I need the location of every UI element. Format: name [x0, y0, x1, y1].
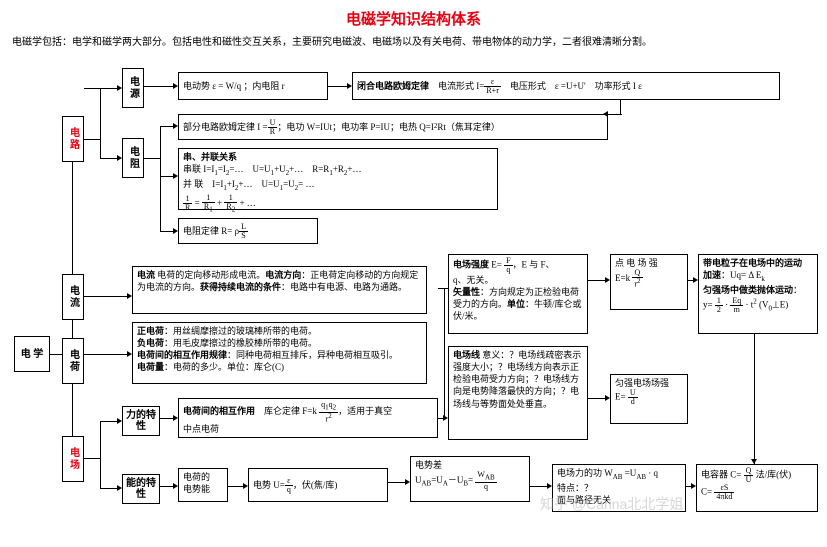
arr: [100, 158, 120, 159]
arr: [84, 88, 120, 89]
arr: [160, 231, 176, 232]
conn: [100, 421, 101, 489]
box-motion: 带电粒子在电场中的运动加速：Uq= Δ Ek匀强场中做类抛体运动：y= 12 ·…: [698, 254, 818, 334]
node-resist: 电阻: [122, 138, 144, 178]
node-root: 电 学: [14, 336, 50, 372]
conn: [50, 354, 62, 355]
box-current-def: 电流 电荷的定向移动形成电流。电流方向：正电荷定向移动的方向规定为电流的方向。获…: [132, 266, 427, 314]
arr: [160, 126, 176, 127]
box-uniform-field: 匀强电场场强E= Ud: [610, 374, 688, 424]
node-current: 电流: [62, 274, 84, 320]
box-point-field: 点 电 场 强E=k Qr2: [610, 254, 688, 310]
box-ohm: 部分电路欧姆定律 I = UR；电功 W=IUt；电功率 P=IU；电热 Q=I…: [178, 114, 608, 140]
arr: [388, 482, 408, 483]
conn: [620, 100, 621, 114]
arr: [100, 488, 120, 489]
conn: [444, 288, 445, 418]
arr: [438, 418, 446, 419]
box-eline: 电场线 意义：？电场线疏密表示强度大小；？电场线方向表示正检验电荷受力方向；？电…: [448, 346, 588, 440]
box-capacitor: 电容器 C= QU 法/库(伏)C= εS4πkd: [696, 464, 818, 512]
arr: [84, 296, 130, 297]
box-pe: 电荷的电势能: [178, 468, 228, 502]
arr: [160, 418, 176, 419]
box-series: 串、并联关系串联 I=I1=I2=… U=U1+U2+… R=R1+R2+…并 …: [178, 148, 498, 210]
conn: [438, 288, 448, 289]
conn: [84, 458, 100, 459]
box-closed-loop: 闭合电路欧姆定律 电流形式 I= εR+r 电压形式 ε =U+U' 功率形式 …: [352, 72, 780, 100]
arr: [754, 454, 755, 462]
conn: [72, 162, 73, 274]
diagram-canvas: 电 学 电路 电流 电荷 电场 电源 电阻 力的特性 能的特性 电动势 ε = …: [0, 56, 827, 546]
node-force-prop: 力的特性: [122, 406, 160, 436]
arr: [588, 398, 608, 399]
node-source: 电源: [122, 68, 144, 108]
arr: [530, 486, 550, 487]
arr: [144, 86, 176, 87]
node-field: 电场: [62, 436, 84, 482]
conn: [608, 114, 622, 115]
node-energy-prop: 能的特性: [122, 474, 160, 504]
node-circuit: 电路: [62, 116, 84, 162]
box-coulomb: 电荷间的相互作用 库仑定律 F=k q1q2r2，适用于真空中点电荷: [178, 398, 438, 438]
arr: [84, 354, 130, 355]
watermark: 知乎 @Carina北北学姐: [540, 494, 683, 514]
arr: [588, 280, 608, 281]
arr: [328, 86, 350, 87]
arr: [686, 486, 694, 487]
arr: [160, 486, 176, 487]
box-potential: 电势 U= εq，伏(焦/库): [248, 468, 388, 502]
conn: [144, 158, 160, 159]
box-charge-def: 正电荷：用丝绸摩擦过的玻璃棒所带的电荷。负电荷：用毛皮摩擦过的橡胶棒所带的电荷。…: [132, 322, 427, 384]
node-charge: 电荷: [62, 338, 84, 384]
conn: [160, 126, 161, 231]
arr: [688, 280, 696, 281]
box-rlaw: 电阻定律 R= ρ LS: [178, 218, 318, 244]
conn: [72, 320, 73, 338]
conn: [754, 334, 755, 464]
conn: [72, 384, 73, 436]
page-title: 电磁学知识结构体系: [0, 0, 827, 33]
arr: [228, 486, 246, 487]
arr: [160, 176, 176, 177]
box-efield: 电场强度 E= Fq，E 与 F、q、无关。矢量性：方向规定为正检验电荷受力的方…: [448, 254, 588, 334]
conn: [100, 88, 101, 158]
arr: [100, 421, 120, 422]
conn: [84, 139, 100, 140]
box-voltdiff: 电势差UAB=UA－UB= WABq: [410, 456, 530, 502]
intro-text: 电磁学包括：电学和磁学两大部分。包括电性和磁性交互关系，主要研究电磁波、电磁场以…: [0, 33, 827, 56]
box-emf: 电动势 ε = W/q ；内电阻 r: [178, 72, 328, 100]
